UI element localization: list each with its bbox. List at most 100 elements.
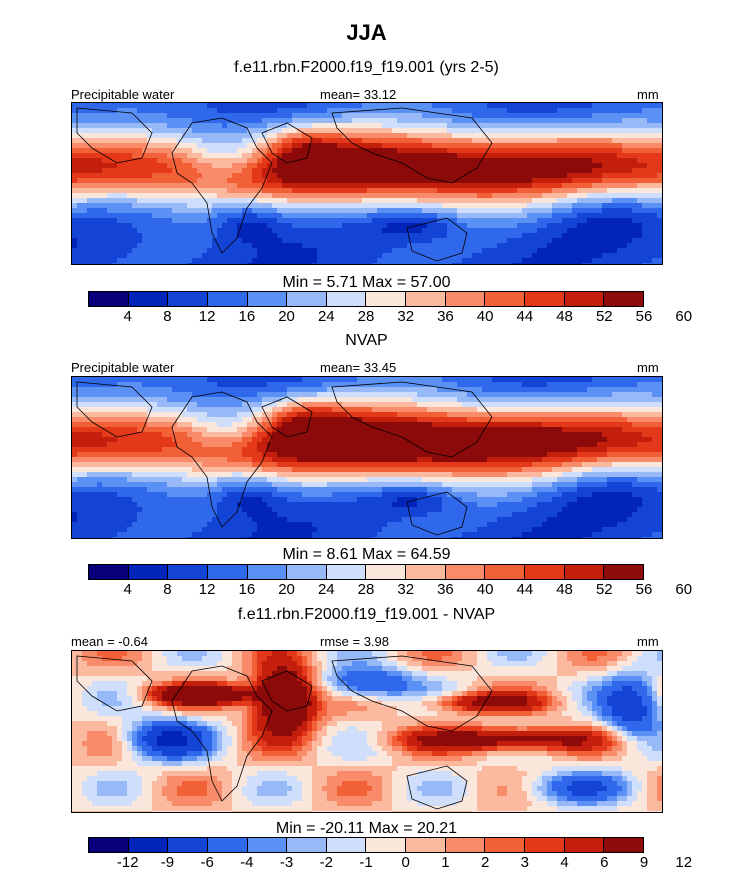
field-cell bbox=[502, 198, 508, 204]
field-cell bbox=[147, 168, 153, 174]
field-cell bbox=[402, 233, 408, 239]
field-cell bbox=[352, 113, 358, 119]
field-cell bbox=[547, 158, 553, 164]
field-cell bbox=[432, 223, 438, 229]
field-cell bbox=[647, 208, 653, 214]
field-cell bbox=[647, 123, 653, 129]
field-cell bbox=[592, 138, 598, 144]
field-cell bbox=[212, 417, 218, 423]
field-cell bbox=[217, 387, 223, 393]
field-cell bbox=[547, 387, 553, 393]
field-cell bbox=[457, 417, 463, 423]
field-cell bbox=[357, 158, 363, 164]
field-cell bbox=[102, 103, 108, 109]
field-cell bbox=[152, 148, 158, 154]
field-cell bbox=[577, 173, 583, 179]
field-cell bbox=[582, 108, 588, 114]
field-cell bbox=[142, 103, 148, 109]
field-cell bbox=[387, 397, 393, 403]
field-cell bbox=[657, 163, 662, 169]
field-cell bbox=[487, 148, 493, 154]
field-cell bbox=[457, 238, 463, 244]
field-cell bbox=[477, 133, 483, 139]
field-cell bbox=[397, 417, 403, 423]
field-cell bbox=[207, 168, 213, 174]
field-cell bbox=[377, 193, 383, 199]
field-cell bbox=[172, 128, 178, 134]
field-cell bbox=[97, 258, 103, 264]
field-cell bbox=[307, 218, 313, 224]
field-cell bbox=[632, 387, 638, 393]
field-cell bbox=[522, 382, 528, 388]
field-cell bbox=[277, 412, 283, 418]
field-cell bbox=[312, 243, 318, 249]
field-cell bbox=[107, 148, 113, 154]
field-cell bbox=[332, 148, 338, 154]
field-cell bbox=[337, 263, 343, 264]
field-cell bbox=[242, 407, 248, 413]
field-cell bbox=[517, 218, 523, 224]
field-cell bbox=[412, 263, 418, 264]
field-cell bbox=[167, 218, 173, 224]
field-cell bbox=[237, 253, 243, 259]
field-cell bbox=[157, 188, 163, 194]
field-cell bbox=[522, 397, 528, 403]
field-cell bbox=[552, 153, 558, 159]
field-cell bbox=[537, 118, 543, 124]
field-cell bbox=[92, 198, 98, 204]
field-cell bbox=[627, 253, 633, 259]
field-cell bbox=[447, 263, 453, 264]
field-cell bbox=[232, 213, 238, 219]
field-cell bbox=[367, 387, 373, 393]
field-cell bbox=[642, 407, 648, 413]
field-cell bbox=[607, 263, 613, 264]
field-cell bbox=[127, 263, 133, 264]
field-cell bbox=[97, 387, 103, 393]
field-cell bbox=[567, 148, 573, 154]
field-cell bbox=[337, 228, 343, 234]
field-cell bbox=[387, 113, 393, 119]
field-cell bbox=[412, 248, 418, 254]
field-cell bbox=[602, 233, 608, 239]
field-cell bbox=[312, 143, 318, 149]
field-cell bbox=[532, 228, 538, 234]
field-cell bbox=[582, 208, 588, 214]
field-cell bbox=[652, 113, 658, 119]
field-cell bbox=[437, 233, 443, 239]
field-cell bbox=[442, 228, 448, 234]
field-cell bbox=[392, 397, 398, 403]
field-cell bbox=[192, 153, 198, 159]
field-cell bbox=[72, 148, 78, 154]
field-cell bbox=[237, 417, 243, 423]
field-cell bbox=[87, 382, 93, 388]
field-cell bbox=[442, 148, 448, 154]
colorbar-swatch bbox=[89, 292, 129, 306]
field-cell bbox=[467, 108, 473, 114]
field-cell bbox=[347, 178, 353, 184]
field-cell bbox=[517, 118, 523, 124]
field-cell bbox=[212, 392, 218, 398]
field-cell bbox=[252, 183, 258, 189]
field-cell bbox=[382, 208, 388, 214]
field-cell bbox=[127, 178, 133, 184]
field-cell bbox=[257, 263, 263, 264]
field-cell bbox=[477, 148, 483, 154]
field-cell bbox=[602, 263, 608, 264]
field-cell bbox=[512, 203, 518, 209]
field-cell bbox=[137, 223, 143, 229]
field-cell bbox=[582, 198, 588, 204]
field-cell bbox=[597, 258, 603, 264]
field-cell bbox=[612, 223, 618, 229]
field-cell bbox=[137, 173, 143, 179]
field-cell bbox=[117, 402, 123, 408]
field-cell bbox=[587, 188, 593, 194]
field-cell bbox=[652, 392, 658, 398]
field-cell bbox=[517, 208, 523, 214]
field-cell bbox=[222, 133, 228, 139]
field-cell bbox=[572, 213, 578, 219]
field-cell bbox=[277, 133, 283, 139]
field-cell bbox=[192, 223, 198, 229]
field-cell bbox=[492, 183, 498, 189]
field-cell bbox=[167, 213, 173, 219]
field-cell bbox=[72, 412, 78, 418]
